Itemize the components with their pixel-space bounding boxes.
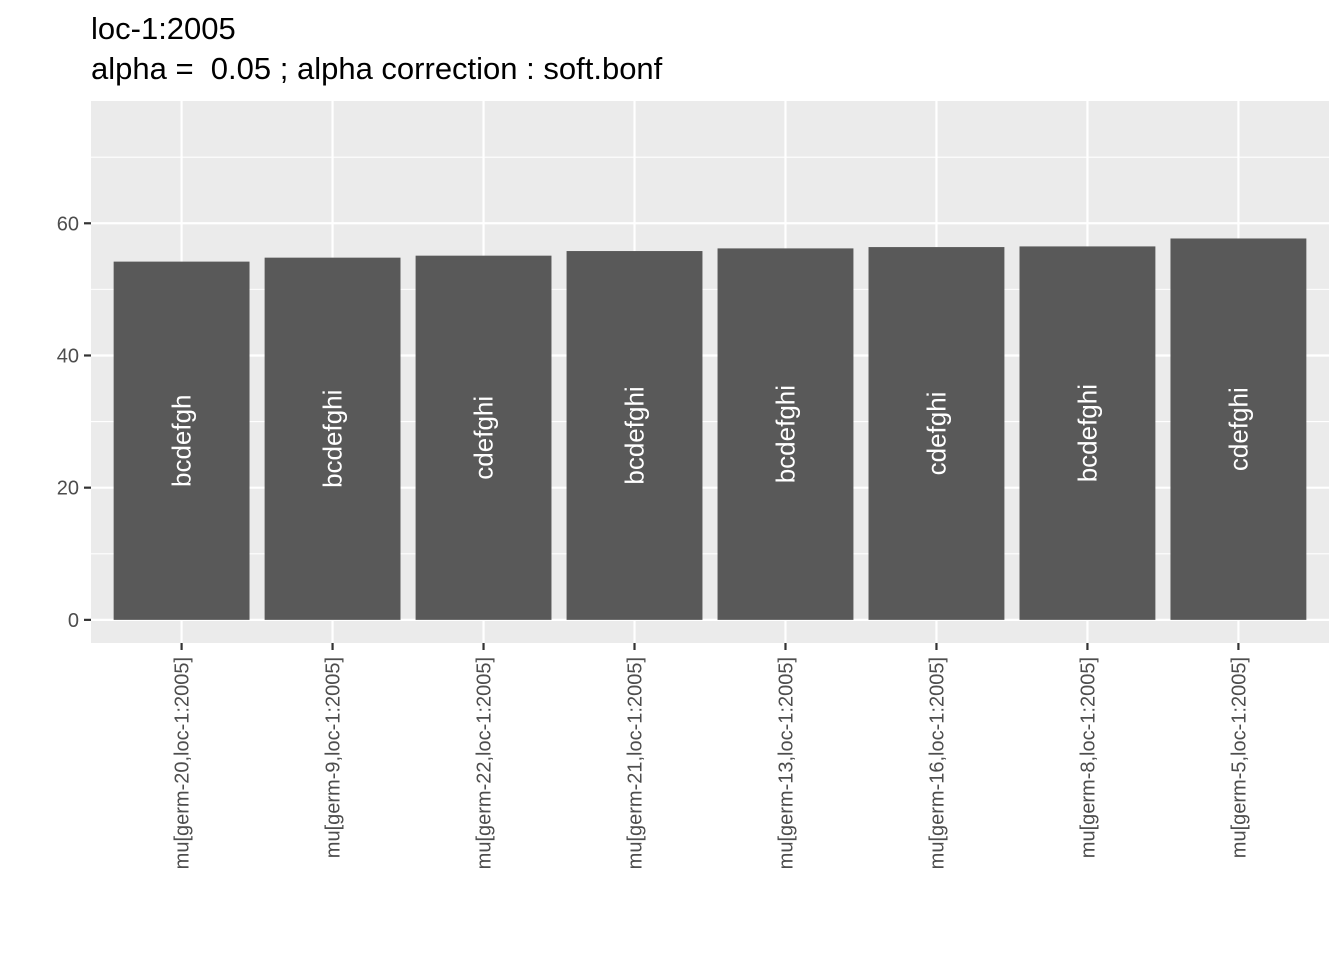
bar	[566, 251, 703, 620]
bar	[717, 248, 854, 620]
bar-labels: bcdefgh bcdefghi cdefghi bcdefghi bcdefghi cd…	[167, 384, 1254, 488]
bar-group-label: cdefghi	[1223, 387, 1253, 471]
x-axis: mu[germ-20,loc-1:2005] mu[germ-9,loc-1:20…	[172, 643, 1250, 869]
y-tick-label: 60	[57, 213, 79, 235]
bars	[113, 238, 1307, 620]
bar	[1170, 238, 1307, 620]
bar-group-label: bcdefghi	[620, 386, 650, 484]
x-tick-label: mu[germ-22,loc-1:2005]	[474, 657, 496, 869]
y-tick-label: 0	[68, 610, 79, 632]
bar-group-label: bcdefghi	[318, 390, 348, 488]
bar-group-label: bcdefghi	[1072, 384, 1102, 482]
bar	[868, 247, 1005, 620]
x-tick-label: mu[germ-8,loc-1:2005]	[1077, 657, 1099, 858]
bar	[113, 261, 250, 620]
chart-subtitle: alpha = 0.05 ; alpha correction : soft.b…	[91, 51, 663, 86]
y-axis: 0 20 40 60	[57, 213, 91, 632]
bar-group-label: bcdefghi	[770, 385, 800, 483]
y-tick-label: 20	[57, 478, 79, 500]
bar-group-label: cdefghi	[469, 396, 499, 480]
x-tick-label: mu[germ-16,loc-1:2005]	[926, 657, 948, 869]
x-tick-label: mu[germ-5,loc-1:2005]	[1228, 657, 1250, 858]
y-tick-label: 40	[57, 345, 79, 367]
x-tick-label: mu[germ-9,loc-1:2005]	[323, 657, 345, 858]
bar	[415, 255, 552, 620]
x-tick-label: mu[germ-21,loc-1:2005]	[625, 657, 647, 869]
bar-group-label: bcdefgh	[167, 394, 197, 487]
bar	[264, 257, 401, 620]
bar	[1019, 246, 1156, 620]
x-tick-label: mu[germ-20,loc-1:2005]	[172, 657, 194, 869]
x-tick-label: mu[germ-13,loc-1:2005]	[775, 657, 797, 869]
chart-title: loc-1:2005	[91, 11, 236, 46]
bar-group-label: cdefghi	[921, 392, 951, 476]
